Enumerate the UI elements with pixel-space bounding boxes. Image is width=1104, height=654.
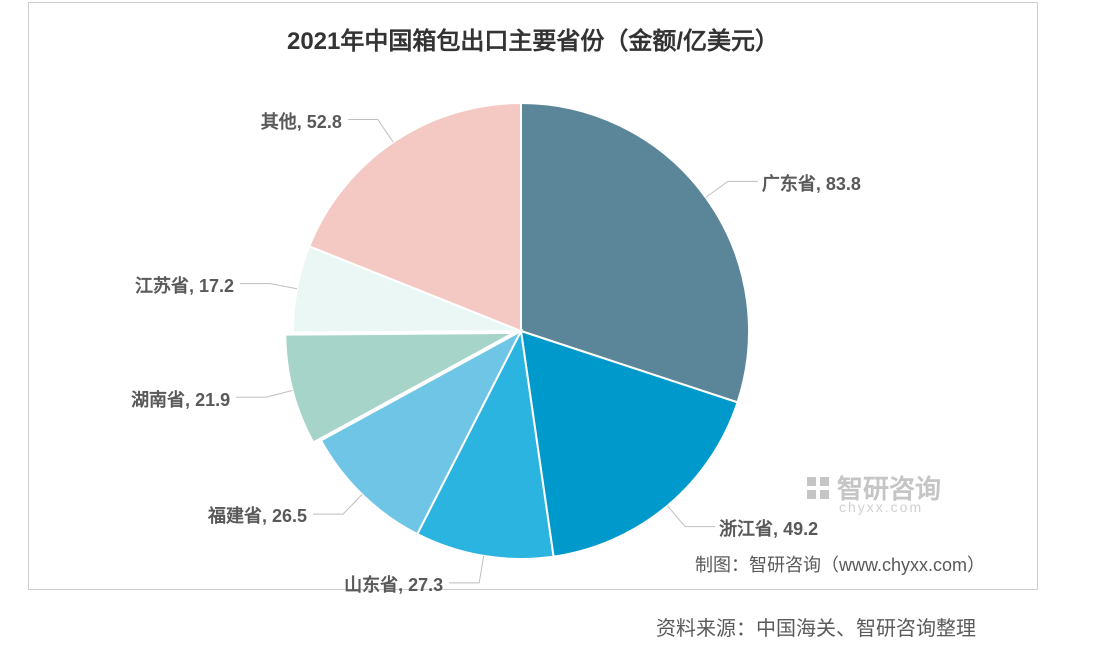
slice-label-浙江省: 浙江省, 49.2 [719,515,818,541]
leader-line [706,181,758,197]
slice-label-广东省: 广东省, 83.8 [762,170,861,196]
leader-line [348,120,393,143]
slice-label-湖南省: 湖南省, 21.9 [131,386,230,412]
slice-label-山东省: 山东省, 27.3 [344,571,443,597]
chart-box: 2021年中国箱包出口主要省份（金额/亿美元）广东省, 83.8浙江省, 49.… [28,2,1038,590]
footer-credit: 制图：智研咨询（www.chyxx.com） [695,551,985,577]
slice-label-其他: 其他, 52.8 [261,108,342,134]
watermark-icon [805,475,831,501]
leader-line [236,390,292,397]
slice-label-福建省: 福建省, 26.5 [208,502,307,528]
slice-label-江苏省: 江苏省, 17.2 [135,272,234,298]
leader-line [240,284,297,289]
leader-line [313,495,362,515]
leader-line [449,556,483,583]
leader-line [667,506,715,527]
source-text: 资料来源：中国海关、智研咨询整理 [656,612,976,641]
watermark-subtext: chyxx.com [839,499,923,515]
